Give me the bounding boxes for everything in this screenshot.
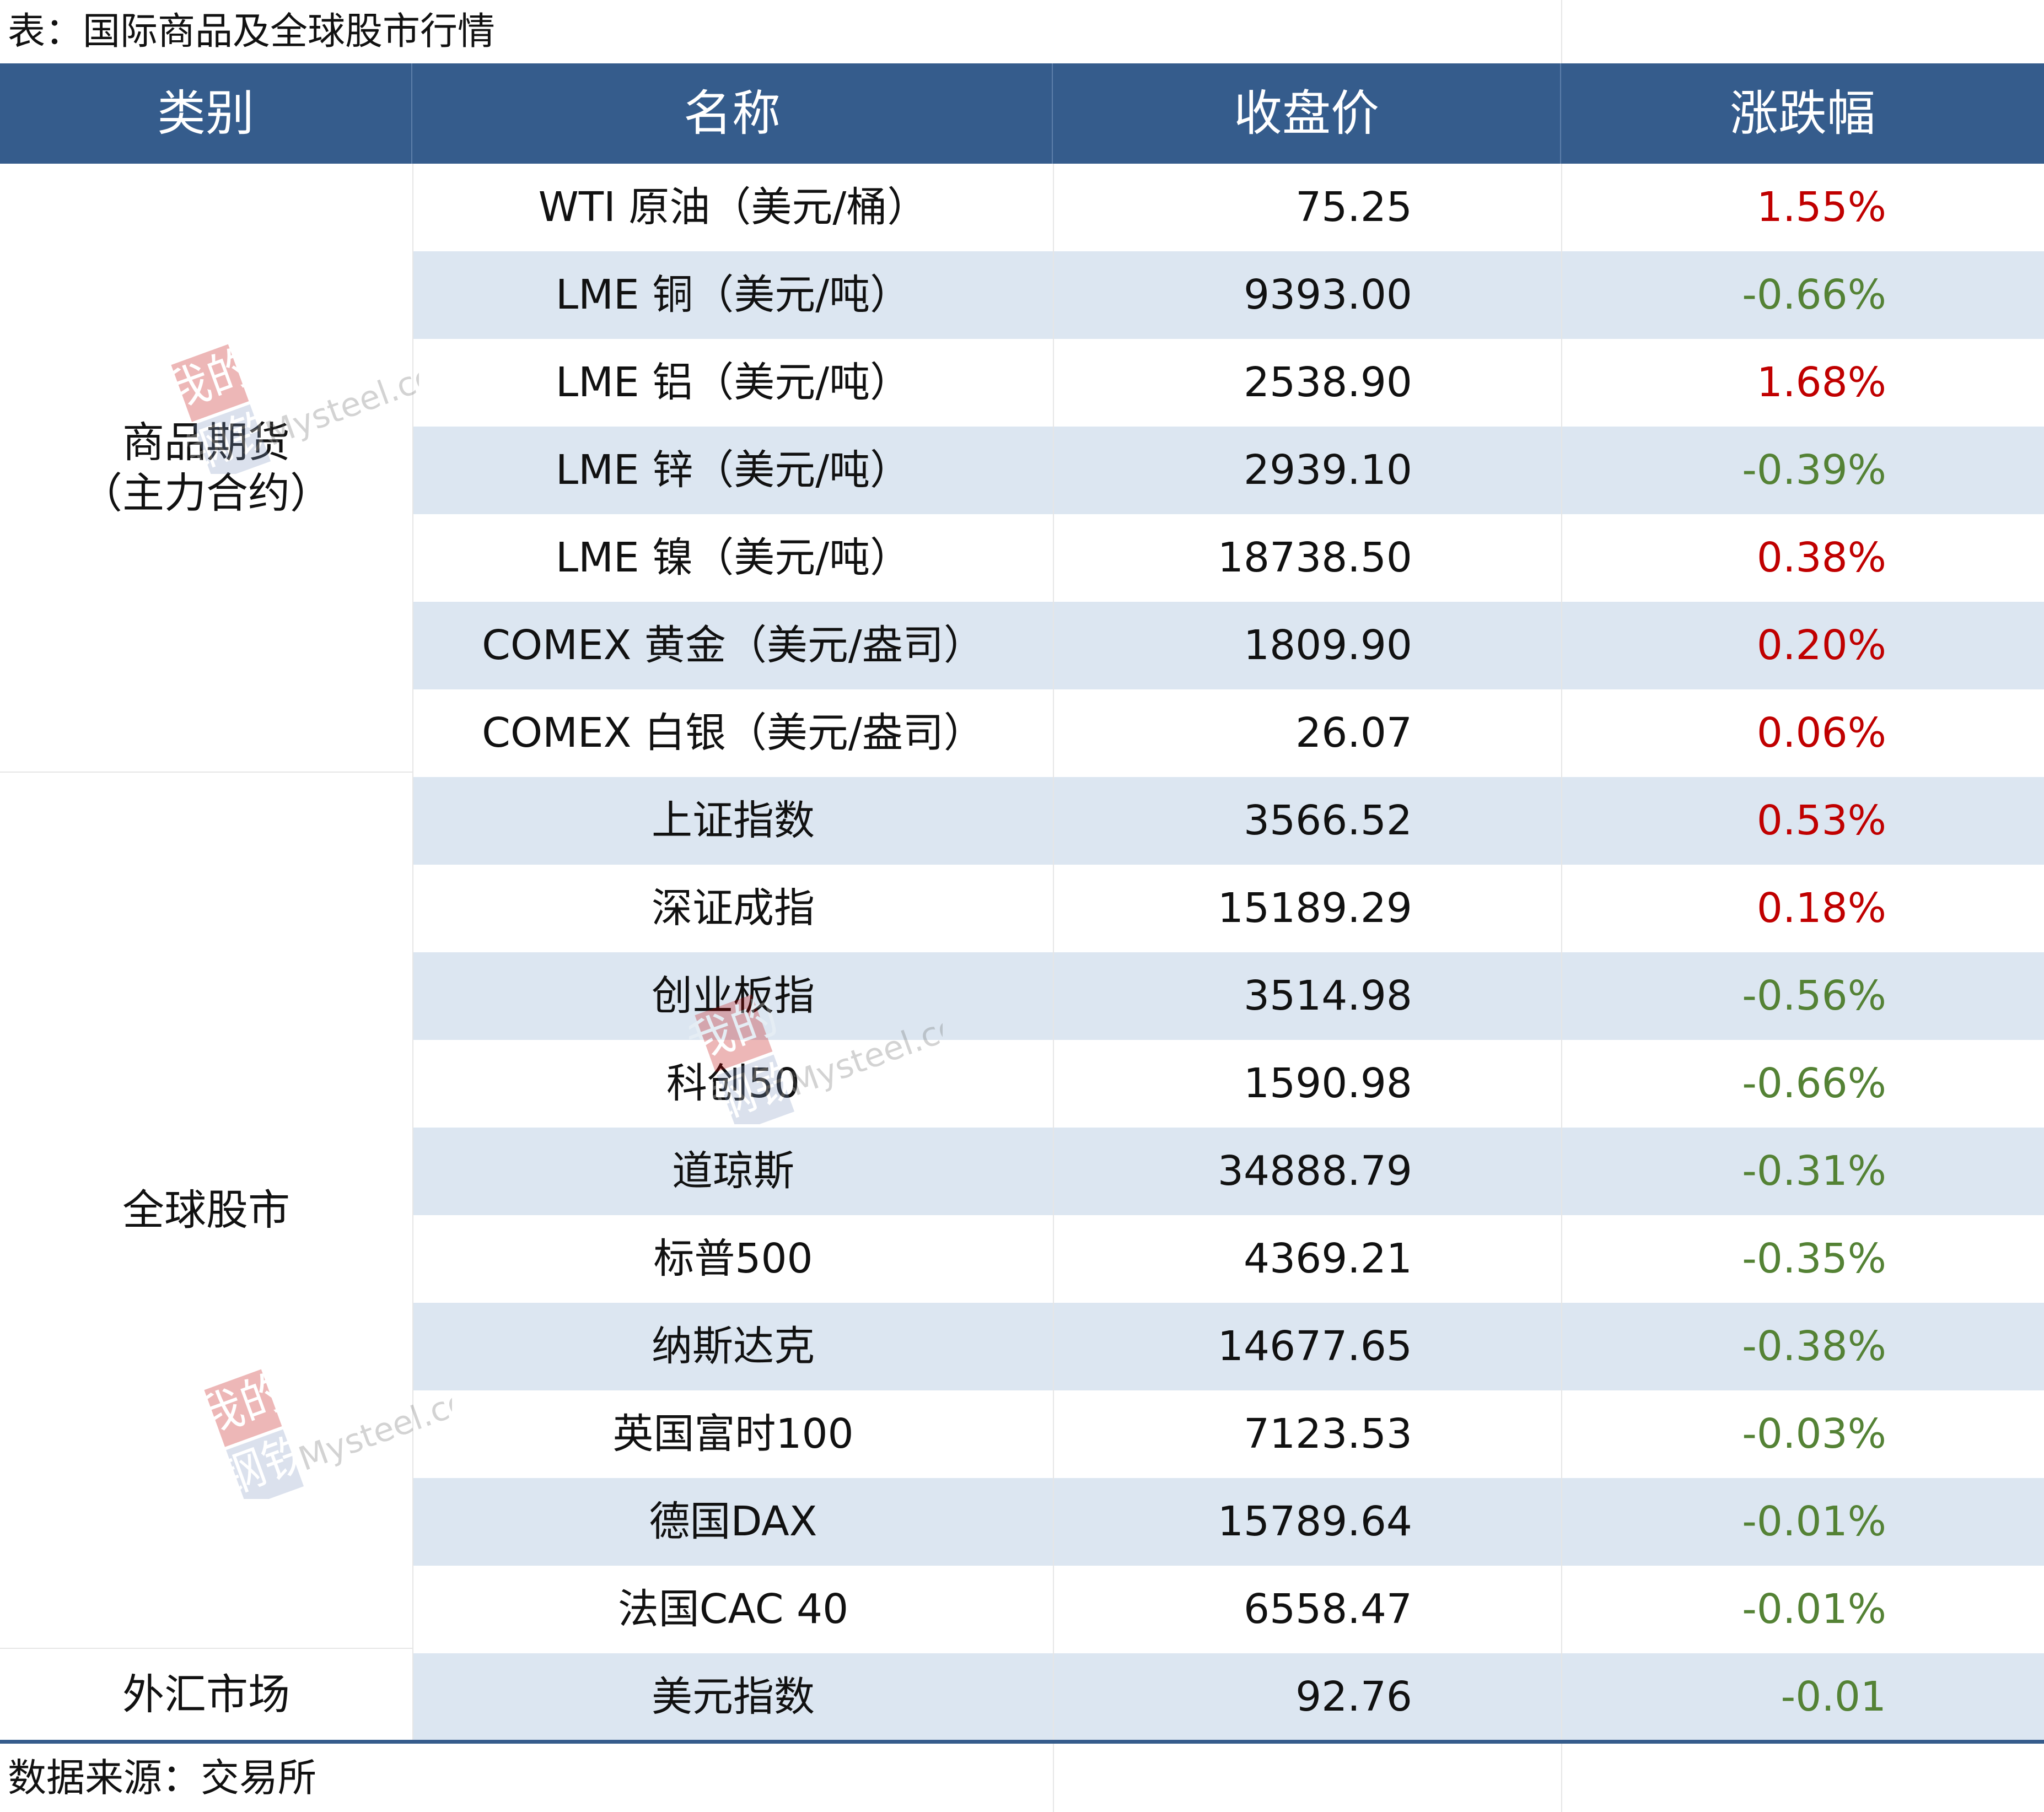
change-percent: -0.35% xyxy=(1561,1215,2044,1303)
table-row: 英国富时100 7123.53 -0.03% xyxy=(0,1390,2044,1478)
close-price: 18738.50 xyxy=(1053,514,1561,602)
change-percent: -0.39% xyxy=(1561,427,2044,514)
table-row: WTI 原油（美元/桶） 75.25 1.55% xyxy=(0,164,2044,251)
change-percent: -0.03% xyxy=(1561,1390,2044,1478)
close-price: 9393.00 xyxy=(1053,251,1561,339)
header-name: 名称 xyxy=(412,63,1053,164)
close-price: 4369.21 xyxy=(1053,1215,1561,1303)
instrument-name: 英国富时100 xyxy=(412,1390,1053,1478)
close-price: 34888.79 xyxy=(1053,1128,1561,1215)
instrument-name: 纳斯达克 xyxy=(412,1303,1053,1390)
table-row: 创业板指 3514.98 -0.56% xyxy=(0,952,2044,1040)
instrument-name: 道琼斯 xyxy=(412,1128,1053,1215)
table-row: LME 铝（美元/吨） 2538.90 1.68% xyxy=(0,339,2044,427)
footer-divider xyxy=(1561,1744,1562,1812)
table-header: 类别 名称 收盘价 涨跌幅 xyxy=(0,63,2044,164)
close-price: 2538.90 xyxy=(1053,339,1561,427)
change-percent: 0.06% xyxy=(1561,689,2044,777)
table-row: COMEX 黄金（美元/盎司） 1809.90 0.20% xyxy=(0,602,2044,689)
change-percent: 0.38% xyxy=(1561,514,2044,602)
change-percent: 1.68% xyxy=(1561,339,2044,427)
data-source: 数据来源：交易所 xyxy=(8,1755,316,1800)
instrument-name: WTI 原油（美元/桶） xyxy=(412,164,1053,251)
category-label: 全球股市 xyxy=(122,1185,290,1234)
close-price: 6558.47 xyxy=(1053,1566,1561,1653)
instrument-name: LME 铜（美元/吨） xyxy=(412,251,1053,339)
category-label: 商品期货 xyxy=(122,417,290,467)
close-price: 15789.64 xyxy=(1053,1478,1561,1566)
footer-divider xyxy=(1053,1744,1054,1812)
instrument-name: 法国CAC 40 xyxy=(412,1566,1053,1653)
table-row: LME 铜（美元/吨） 9393.00 -0.66% xyxy=(0,251,2044,339)
table-row: 德国DAX 15789.64 -0.01% xyxy=(0,1478,2044,1566)
close-price: 1809.90 xyxy=(1053,602,1561,689)
change-percent: -0.01% xyxy=(1561,1566,2044,1653)
close-price: 14677.65 xyxy=(1053,1303,1561,1390)
table-row: 上证指数 3566.52 0.53% xyxy=(0,777,2044,865)
category-label: 外汇市场 xyxy=(122,1669,290,1719)
change-percent: 0.20% xyxy=(1561,602,2044,689)
instrument-name: LME 铝（美元/吨） xyxy=(412,339,1053,427)
change-percent: 0.18% xyxy=(1561,865,2044,952)
category-sublabel: （主力合约） xyxy=(80,468,332,517)
instrument-name: 上证指数 xyxy=(412,777,1053,865)
table-row: 道琼斯 34888.79 -0.31% xyxy=(0,1128,2044,1215)
change-percent: -0.01 xyxy=(1561,1653,2044,1741)
table-row: 标普500 4369.21 -0.35% xyxy=(0,1215,2044,1303)
category-stocks: 全球股市 xyxy=(0,772,412,1648)
instrument-name: 标普500 xyxy=(412,1215,1053,1303)
instrument-name: 德国DAX xyxy=(412,1478,1053,1566)
change-percent: -0.01% xyxy=(1561,1478,2044,1566)
close-price: 3566.52 xyxy=(1053,777,1561,865)
close-price: 1590.98 xyxy=(1053,1040,1561,1128)
header-change: 涨跌幅 xyxy=(1729,85,1875,142)
instrument-name: COMEX 白银（美元/盎司） xyxy=(412,689,1053,777)
bottom-rule xyxy=(0,1740,2044,1744)
instrument-name: 科创50 xyxy=(412,1040,1053,1128)
change-percent: 0.53% xyxy=(1561,777,2044,865)
table-row: 法国CAC 40 6558.47 -0.01% xyxy=(0,1566,2044,1653)
instrument-name: COMEX 黄金（美元/盎司） xyxy=(412,602,1053,689)
table-row: LME 锌（美元/吨） 2939.10 -0.39% xyxy=(0,427,2044,514)
caption-divider xyxy=(1561,0,1562,63)
change-percent: 1.55% xyxy=(1561,164,2044,251)
close-price: 2939.10 xyxy=(1053,427,1561,514)
table-row: 科创50 1590.98 -0.66% xyxy=(0,1040,2044,1128)
table-row: LME 镍（美元/吨） 18738.50 0.38% xyxy=(0,514,2044,602)
close-price: 7123.53 xyxy=(1053,1390,1561,1478)
change-percent: -0.31% xyxy=(1561,1128,2044,1215)
category-fx: 外汇市场 xyxy=(0,1648,412,1740)
table-row: COMEX 白银（美元/盎司） 26.07 0.06% xyxy=(0,689,2044,777)
instrument-name: 美元指数 xyxy=(412,1653,1053,1741)
category-commodities: 商品期货 （主力合约） xyxy=(0,164,412,772)
header-close-price: 收盘价 xyxy=(1053,63,1561,164)
table-caption: 表：国际商品及全球股市行情 xyxy=(8,10,496,53)
header-category: 类别 xyxy=(0,63,412,164)
instrument-name: LME 镍（美元/吨） xyxy=(412,514,1053,602)
instrument-name: 深证成指 xyxy=(412,865,1053,952)
close-price: 3514.98 xyxy=(1053,952,1561,1040)
change-percent: -0.56% xyxy=(1561,952,2044,1040)
table-row: 美元指数 92.76 -0.01 xyxy=(0,1653,2044,1741)
change-percent: -0.66% xyxy=(1561,251,2044,339)
instrument-name: LME 锌（美元/吨） xyxy=(412,427,1053,514)
change-percent: -0.66% xyxy=(1561,1040,2044,1128)
close-price: 15189.29 xyxy=(1053,865,1561,952)
table-row: 纳斯达克 14677.65 -0.38% xyxy=(0,1303,2044,1390)
close-price: 26.07 xyxy=(1053,689,1561,777)
close-price: 75.25 xyxy=(1053,164,1561,251)
table-row: 深证成指 15189.29 0.18% xyxy=(0,865,2044,952)
close-price: 92.76 xyxy=(1053,1653,1561,1741)
instrument-name: 创业板指 xyxy=(412,952,1053,1040)
change-percent: -0.38% xyxy=(1561,1303,2044,1390)
